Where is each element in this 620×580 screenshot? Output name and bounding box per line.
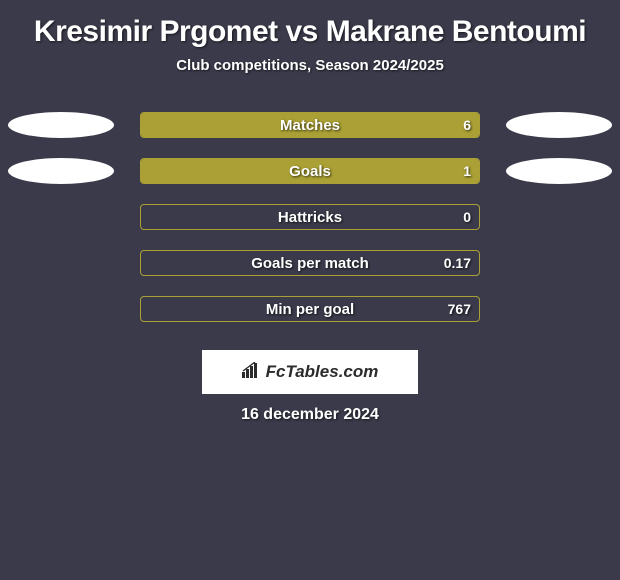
stat-label: Hattricks — [278, 209, 342, 226]
page-title: Kresimir Prgomet vs Makrane Bentoumi — [0, 10, 620, 57]
bar-track: Matches 6 — [140, 112, 480, 138]
bar-track: Goals 1 — [140, 158, 480, 184]
stat-label: Goals per match — [251, 255, 369, 272]
bar-track: Goals per match 0.17 — [140, 250, 480, 276]
right-ellipse-icon — [506, 112, 612, 138]
bar-track: Hattricks 0 — [140, 204, 480, 230]
stat-value-right: 6 — [463, 117, 471, 133]
stat-row: Matches 6 — [0, 102, 620, 148]
logo: FcTables.com — [242, 362, 379, 383]
stat-label: Goals — [289, 163, 331, 180]
stat-row: Hattricks 0 — [0, 194, 620, 240]
stat-value-right: 0.17 — [444, 255, 471, 271]
bar-track: Min per goal 767 — [140, 296, 480, 322]
logo-text: FcTables.com — [266, 362, 379, 382]
stat-value-right: 0 — [463, 209, 471, 225]
stat-value-right: 767 — [448, 301, 471, 317]
subtitle: Club competitions, Season 2024/2025 — [0, 57, 620, 74]
date: 16 december 2024 — [0, 406, 620, 424]
right-ellipse-icon — [506, 158, 612, 184]
stats-area: Matches 6 Goals 1 Hattricks 0 — [0, 102, 620, 332]
comparison-card: Kresimir Prgomet vs Makrane Bentoumi Clu… — [0, 0, 620, 424]
left-ellipse-icon — [8, 158, 114, 184]
chart-icon — [242, 362, 262, 383]
left-ellipse-icon — [8, 112, 114, 138]
stat-value-right: 1 — [463, 163, 471, 179]
stat-row: Min per goal 767 — [0, 286, 620, 332]
stat-row: Goals per match 0.17 — [0, 240, 620, 286]
stat-row: Goals 1 — [0, 148, 620, 194]
stat-label: Matches — [280, 117, 340, 134]
logo-box[interactable]: FcTables.com — [202, 350, 418, 394]
stat-label: Min per goal — [266, 301, 354, 318]
